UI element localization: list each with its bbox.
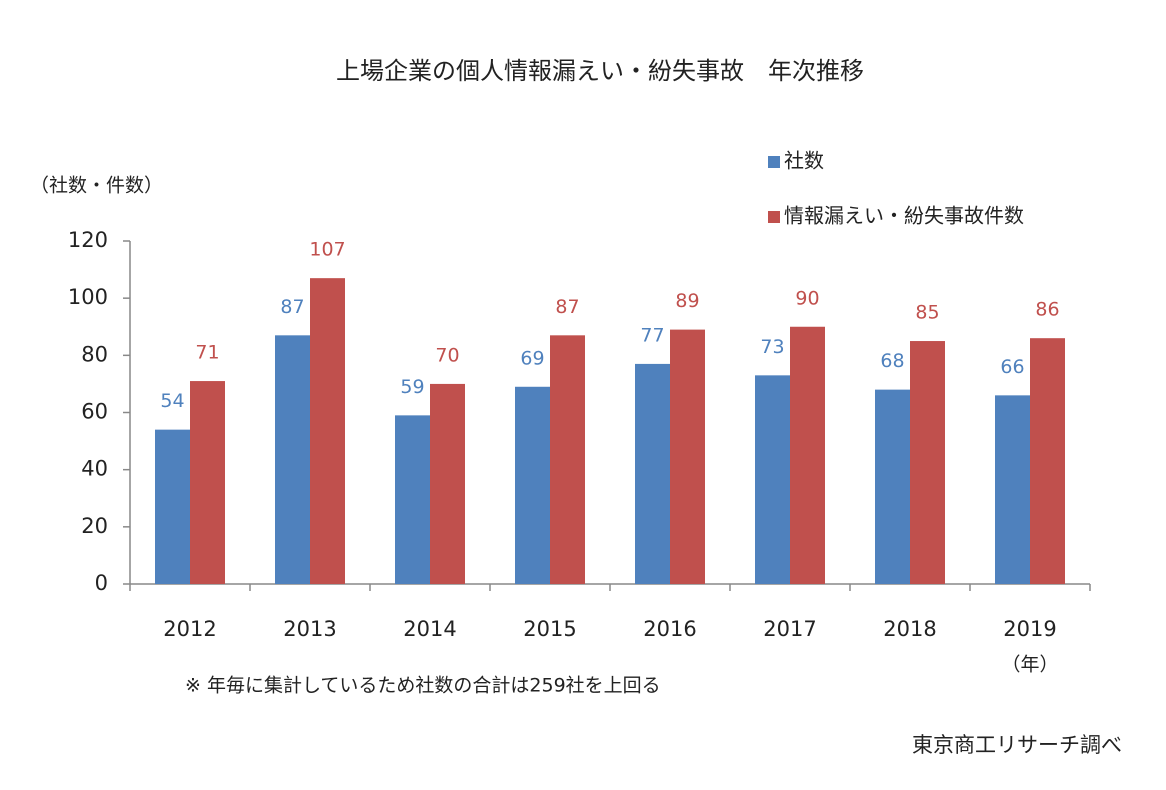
x-tick-label: 2018 xyxy=(883,617,936,641)
value-label: 68 xyxy=(880,350,904,372)
y-tick-label: 80 xyxy=(81,342,108,366)
bar xyxy=(910,341,945,584)
x-tick-label: 2012 xyxy=(163,617,216,641)
legend-swatch xyxy=(768,211,780,223)
bar xyxy=(155,429,190,584)
value-label: 69 xyxy=(520,347,544,369)
x-tick-label: 2013 xyxy=(283,617,336,641)
value-label: 86 xyxy=(1035,299,1059,321)
legend-label: 社数 xyxy=(784,149,824,173)
value-label: 107 xyxy=(309,239,345,261)
source: 東京商工リサーチ調べ xyxy=(912,733,1122,757)
value-label: 85 xyxy=(915,302,939,324)
x-axis-label: （年） xyxy=(1001,654,1058,676)
bar xyxy=(875,389,910,584)
y-tick-label: 0 xyxy=(95,571,108,595)
value-label: 73 xyxy=(760,336,784,358)
value-label: 59 xyxy=(400,376,424,398)
bar xyxy=(550,335,585,584)
value-label: 66 xyxy=(1000,356,1024,378)
bar xyxy=(1030,338,1065,584)
bar xyxy=(190,381,225,584)
bar xyxy=(790,326,825,584)
bar xyxy=(670,329,705,584)
bar xyxy=(430,383,465,584)
y-tick-label: 100 xyxy=(68,285,108,309)
value-label: 54 xyxy=(160,390,184,412)
value-label: 71 xyxy=(195,342,219,364)
value-label: 87 xyxy=(280,296,304,318)
y-tick-label: 120 xyxy=(68,228,108,252)
bar xyxy=(995,395,1030,584)
value-label: 87 xyxy=(555,296,579,318)
x-tick-label: 2014 xyxy=(403,617,456,641)
value-label: 89 xyxy=(675,290,699,312)
bar xyxy=(515,386,550,584)
x-tick-label: 2017 xyxy=(763,617,816,641)
bar xyxy=(395,415,430,584)
note: ※ 年毎に集計しているため社数の合計は259社を上回る xyxy=(185,675,661,697)
bar xyxy=(275,335,310,584)
value-label: 70 xyxy=(435,344,459,366)
legend-label: 情報漏えい・紛失事故件数 xyxy=(784,204,1024,228)
y-tick-label: 40 xyxy=(81,457,108,481)
y-axis-label: （社数・件数） xyxy=(30,175,163,197)
value-label: 77 xyxy=(640,324,664,346)
y-tick-label: 60 xyxy=(81,400,108,424)
chart-title: 上場企業の個人情報漏えい・紛失事故 年次推移 xyxy=(336,57,864,85)
x-tick-label: 2016 xyxy=(643,617,696,641)
bar xyxy=(755,375,790,584)
legend-swatch xyxy=(768,156,780,168)
x-tick-label: 2015 xyxy=(523,617,576,641)
x-tick-label: 2019 xyxy=(1003,617,1056,641)
bar xyxy=(310,278,345,584)
y-tick-label: 20 xyxy=(81,514,108,538)
value-label: 90 xyxy=(795,287,819,309)
bar xyxy=(635,363,670,584)
